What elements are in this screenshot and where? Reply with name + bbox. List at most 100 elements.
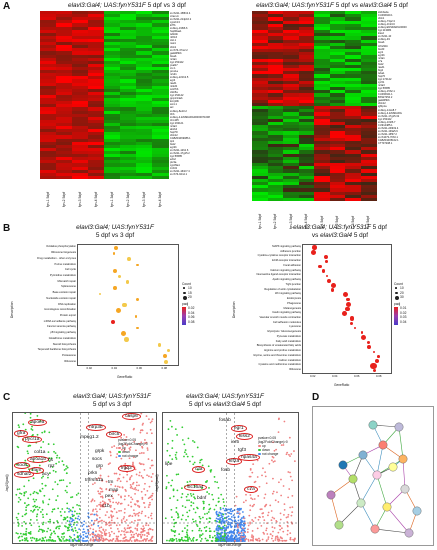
volcano-point-up [141,510,144,513]
heatmap-cell [360,159,377,164]
volcano-point-up [100,536,102,538]
heatmap-cell [329,55,346,59]
volcano-point-down [61,508,64,510]
volcano-point-up [100,519,103,522]
heatmap-cell [283,121,299,126]
volcano-point-up [140,535,142,538]
heatmap-cell [104,147,121,152]
volcano-point-up [126,473,129,476]
volcano-point-not-change [236,532,239,534]
heatmap-cell [267,55,284,59]
volcano-point-down [63,469,66,471]
volcano-point-up [280,444,283,447]
volcano-point-down [18,496,20,499]
heatmap-cell [56,57,73,62]
heatmap-cell [120,20,137,24]
dotplot-term-label: Fanconi anemia pathway [47,325,76,329]
volcano-point-down [41,531,44,533]
heatmap-cell [329,77,346,82]
volcano-point-up [262,512,265,514]
heatmap-cell [152,88,169,93]
heatmap-cell [152,144,169,149]
dotplot-point [318,264,322,268]
volcano-point-up [101,532,103,534]
heatmap-gene-label: trim105 [170,118,179,122]
heatmap-cell [360,23,377,28]
volcano-point-not-change [222,507,225,510]
heatmap-cell [56,119,73,124]
heatmap-cell [298,96,315,101]
heatmap-cell [104,32,121,37]
heatmap-gene-label: rasd1 [378,65,385,69]
volcano-point-up [91,510,94,512]
heatmap-gene-label: nfil3-6 [170,36,178,40]
heatmap-cell [298,134,315,139]
volcano-point-down [50,532,53,535]
volcano-point-up [254,480,257,483]
volcano-point-up [151,492,154,495]
volcano-point-not-change [242,534,245,537]
volcano-point-down [29,537,32,539]
heatmap-gene-label: znhit3 [170,167,177,171]
heatmap-cell [104,129,121,133]
dotplot-point [346,297,350,302]
heatmap-cell [345,172,361,177]
volcano-point-up [137,535,139,538]
volcano-point-up [125,519,128,521]
heatmap-cell [252,140,268,145]
volcano-point-down [33,537,36,540]
heatmap-cell [136,79,153,84]
heatmap-gene-label: CU914485.1 [378,123,393,127]
heatmap-gene-label: CU466941.1 [378,93,393,97]
heatmap-cell [72,98,89,102]
heatmap-cell [360,58,377,63]
heatmap-cell [252,185,268,189]
heatmap-cell [72,110,89,115]
heatmap-cell [298,14,315,18]
volcano-legend-label: pvalue<0.05 [258,436,277,440]
heatmap-cell [40,85,57,90]
heatmap-gene-label: si:dkey-8e10.2 [170,109,187,113]
legend-padj-label: 0.02 [400,310,407,315]
volcano-point-not-change [226,531,229,534]
heatmap-cell [298,99,315,104]
volcano-point-down [223,532,226,535]
heatmap-gene-label: crtam-b [170,15,179,19]
heatmap-cell [329,182,346,186]
volcano-point-down [218,520,221,522]
heatmap-cell [298,33,315,37]
volcano-point-not-change [230,508,233,510]
volcano-point-down [208,534,211,537]
heatmap-cell [72,70,89,74]
volcano-point-not-change [221,515,224,518]
volcano-gene-label: tm [108,480,114,485]
heatmap-cell [104,20,121,24]
dotplot-term-label: Cytokine-cytokine receptor interaction [257,254,301,258]
heatmap-cell [40,166,57,171]
heatmap-cell [314,77,330,82]
dotplot-point [311,249,316,255]
volcano-point-up [283,420,286,423]
heatmap-gene-label: kif7b [170,24,176,28]
volcano-scatter [163,413,298,543]
heatmap-cell [120,169,137,174]
volcano-point-up [129,526,132,529]
volcano-point-down [42,523,44,526]
volcano-point-down [175,507,178,509]
volcano-point-up [256,527,259,530]
volcano-point-up [146,537,148,540]
volcano-point-down [42,475,45,478]
volcano-point-up [131,483,134,485]
heatmap-cell [360,71,377,75]
volcano-point-down [202,502,205,505]
volcano-point-down [56,454,59,457]
dotplot-point [135,297,139,301]
heatmap-cell [104,154,121,158]
ppi-edge [374,528,410,534]
heatmap-gene-label: zgc:56585 [170,155,182,159]
volcano-point-down [47,443,50,445]
heatmap-cell [104,126,121,130]
volcano-point-down [64,489,67,492]
heatmap-cell [314,140,330,145]
heatmap-cell [360,125,377,129]
